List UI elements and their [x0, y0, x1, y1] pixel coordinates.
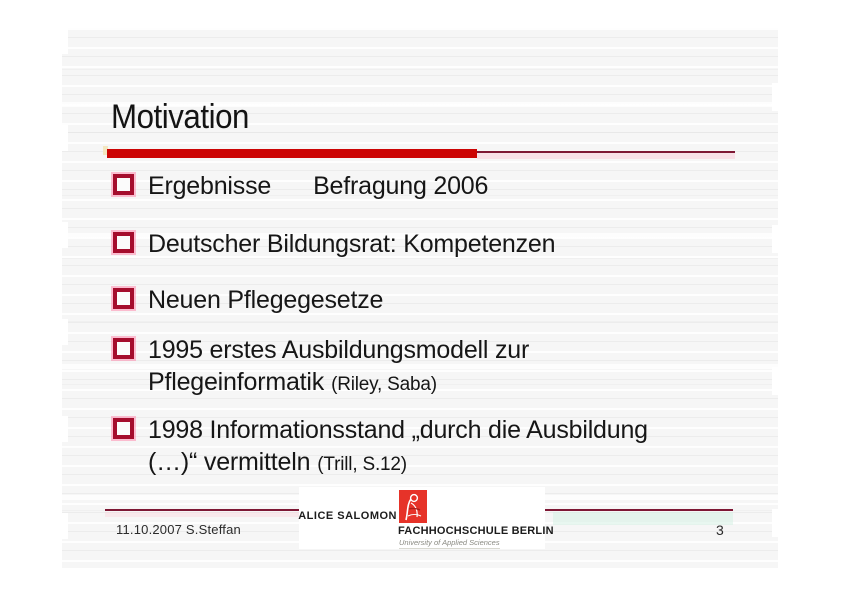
list-item: Neuen Pflegegesetze: [113, 284, 733, 316]
list-item: Deutscher Bildungsrat: Kompetenzen: [113, 228, 733, 260]
list-item: 1998 Informationsstand „durch die Ausbil…: [113, 414, 733, 481]
item-text: Ergebnisse: [148, 172, 272, 200]
item-text: Neuen Pflegegesetze: [148, 286, 384, 314]
page-number: 3: [716, 522, 724, 538]
alice-salomon-portrait-icon: [399, 490, 427, 523]
slide-title: Motivation: [111, 98, 249, 136]
item-text: Pflegeinformatik: [148, 368, 325, 396]
logo-text-university-of-applied-sciences: University of Applied Sciences: [399, 538, 500, 549]
slide-canvas: [62, 28, 778, 568]
footer-rule-glow: [105, 512, 300, 517]
title-rule-glow: [477, 153, 735, 159]
footer-rule-artifact: [553, 512, 733, 525]
list-item-text: 1995 erstes Ausbildungsmodell zur Pflege…: [148, 334, 733, 401]
item-text-tabbed: Befragung 2006: [313, 172, 489, 200]
scan-edge-right: [772, 28, 778, 568]
list-item-text: Ergebnisse Befragung 2006: [148, 170, 733, 202]
list-item: 1995 erstes Ausbildungsmodell zur Pflege…: [113, 334, 733, 401]
square-bullet-icon: [113, 288, 134, 309]
list-item: Ergebnisse Befragung 2006: [113, 170, 733, 202]
list-item-text: 1998 Informationsstand „durch die Ausbil…: [148, 414, 733, 481]
square-bullet-icon: [113, 232, 134, 253]
footer-rule-right: [543, 509, 733, 511]
logo-text-fachhochschule-berlin: FACHHOCHSCHULE BERLIN: [398, 525, 554, 537]
logo-text-alice-salomon: ALICE SALOMON: [298, 510, 397, 522]
title-bar-artifact: [103, 146, 108, 155]
footer-date-author: 11.10.2007 S.Steffan: [116, 522, 241, 537]
item-text: 1998 Informationsstand „durch die Ausbil…: [148, 416, 648, 444]
footer-rule-left: [105, 509, 300, 511]
item-citation: (Trill, S.12): [317, 454, 407, 475]
item-text: 1995 erstes Ausbildungsmodell zur: [148, 336, 530, 364]
square-bullet-icon: [113, 338, 134, 359]
title-rule: [477, 151, 735, 153]
list-item-text: Neuen Pflegegesetze: [148, 284, 733, 316]
list-item-text: Deutscher Bildungsrat: Kompetenzen: [148, 228, 733, 260]
title-accent-bar: [107, 149, 477, 158]
square-bullet-icon: [113, 418, 134, 439]
item-text: Deutscher Bildungsrat: Kompetenzen: [148, 230, 556, 258]
university-logo: ALICE SALOMON FACHHOCHSCHULE BERLIN Univ…: [298, 487, 554, 549]
square-bullet-icon: [113, 174, 134, 195]
item-text: (…)“ vermitteln: [148, 448, 311, 476]
scan-edge-left: [62, 28, 68, 568]
item-citation: (Riley, Saba): [331, 374, 437, 395]
